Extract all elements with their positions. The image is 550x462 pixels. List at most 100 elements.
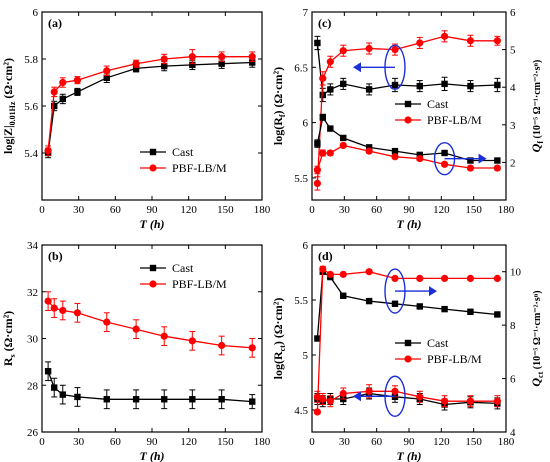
panel-d-series-cast-right-point [340,292,347,299]
panel-c-xtick-label: 30 [339,204,351,216]
panel-b-series-cast [44,361,256,410]
panel-d-series-cast-right-point [494,311,501,318]
panel-c-series-pbf-point [339,47,347,55]
panel-c-legend: Cast PBF-LB/M [395,97,482,127]
panel-d-legend-entry: PBF-LB/M [427,352,482,366]
panel-d-ylabel: log(Rct) (Ω·cm²) [271,298,287,380]
panel-d-xtick-label: 30 [339,436,351,448]
panel-d-series-pbf-right-point [391,274,399,282]
panel-d-y2tick-label: 6 [510,374,516,386]
panel-b-xtick-label: 60 [110,436,122,448]
panel-a-series-pbf-point [44,147,52,155]
panel-c-legend-entry: PBF-LB/M [427,113,482,127]
panel-d-legend-marker [404,355,412,363]
panel-d-series-pbf-right-point [365,268,373,276]
panel-c-series-cast-point [467,82,474,90]
panel-d-series-pbf-right-point [319,265,327,273]
panel-d-series-pbf-right [313,265,501,416]
panel-d-series-cast-right-point [365,297,373,305]
panel-d-ylabel-main: log(R [271,351,285,379]
panel-b-series-cast-point [44,368,52,375]
panel-d-ytick-label: 6 [303,240,309,252]
panel-a-xtick-label: 30 [73,204,85,216]
panel-c-series-pbf-right-point [440,160,449,168]
panel-a-label: (a) [48,16,62,30]
panel-b-xlabel: T (h) [140,449,165,462]
panel-a-series-pbf-point [188,53,196,61]
panel-c-y2tick-label: 6 [510,7,516,19]
panel-b-series-pbf-point [248,344,256,352]
panel-c-series-pbf-point [391,46,399,54]
panel-d-series-cast-right-point [391,300,399,307]
panel-a-series-cast-point [103,74,110,81]
panel-d-series-pbf-right-point [466,274,475,282]
panel-a: 0 30 60 90 120 150 180 5.4 5.6 5.8 6 T (h) log|Z|0.0… [1,7,271,231]
panel-d-right-indicator-arrow-head [428,286,437,297]
panel-b-legend-entry: Cast [172,261,194,275]
panel-d-xtick-label: 150 [465,436,482,448]
panel-a-series-pbf-point [218,53,226,61]
panel-d-series-pbf-right-point [339,270,347,278]
panel-c-xtick-label: 60 [371,204,383,216]
panel-c-y2tick-label: 4 [510,82,516,94]
panel-d-series-pbf-right-point [313,408,321,416]
panel-c-series-cast-point [340,80,347,88]
panel-a-series-cast [44,57,256,159]
panel-a-xtick-label: 150 [217,204,234,216]
panel-b-series-cast-point [161,396,168,403]
panel-a-xtick-label: 0 [39,204,45,216]
panel-a-legend-marker [149,148,157,156]
panel-a-series-cast-point [218,60,225,67]
panel-c-series-cast-right-point [416,151,423,159]
panel-c-series-cast-right-point [441,149,448,157]
panel-c-series-pbf-right-point [416,155,424,163]
panel-d-series-cast-right-line [316,270,498,339]
panel-c-series-pbf-right-point [339,141,347,150]
panel-a-ytick-label: 6 [33,7,39,19]
panel-c-ylabel-main: log(R [271,117,285,145]
panel-b-ytick-label: 30 [27,334,39,346]
panel-b-xtick-label: 150 [217,436,234,448]
panel-b-xlabel-text: T (h) [140,449,165,462]
panel-c-series-pbf-point [493,37,501,45]
panel-b-ytick-label: 32 [27,287,38,299]
panel-c-series-pbf-point [326,58,334,66]
panel-c-ytick-label: 6 [303,118,309,130]
panel-c-series-cast-right-point [391,147,399,155]
panel-c-y2tick-label: 5 [510,45,516,57]
panel-c-xtick-label: 90 [404,204,416,216]
panel-d-xlabel: T (h) [397,449,422,462]
panel-b-series-pbf-line [47,300,253,349]
panel-d-y2label: Qct (10⁻⁵ Ω⁻¹·cm⁻²·sⁿ) [529,290,545,386]
panel-d-legend-entry: Cast [427,336,449,350]
panel-b-series-cast-point [249,398,256,405]
panel-d-label: (d) [318,249,333,263]
panel-b-series-cast-point [51,384,58,391]
panel-b-legend: Cast PBF-LB/M [140,261,227,291]
panel-d-series-pbf-point [391,387,399,395]
panel-c-series-pbf-right-point [319,149,327,157]
panel-b-ytick-label: 34 [27,240,39,252]
panel-c-ylabel: log(Rf) (Ω·cm²) [271,67,287,145]
panel-c-series-cast-right-point [365,144,373,151]
panel-b-label: (b) [48,249,63,263]
panel-c-y2tick-label: 2 [510,157,516,169]
panel-b-series-pbf [44,291,256,358]
panel-c-series-pbf-point [313,179,321,188]
panel-d-series-pbf-right-line [316,267,498,413]
panel-d-y2tick-label: 4 [510,427,516,439]
panel-a-xlabel-text: T (h) [140,217,165,231]
panel-a-series-pbf-point [59,78,67,87]
panel-a-xtick-label: 180 [254,204,271,216]
panel-d-xlabel-text: T (h) [397,449,422,462]
panel-a-series-pbf-point [73,76,82,84]
panel-c-series-pbf [313,30,501,191]
panel-c-series-pbf-point [319,74,327,82]
panel-a-series-pbf-point [160,55,168,63]
panel-b-xtick-label: 90 [147,436,159,448]
panel-c-series-pbf-line [316,35,498,184]
panel-b-legend-marker [149,264,157,272]
